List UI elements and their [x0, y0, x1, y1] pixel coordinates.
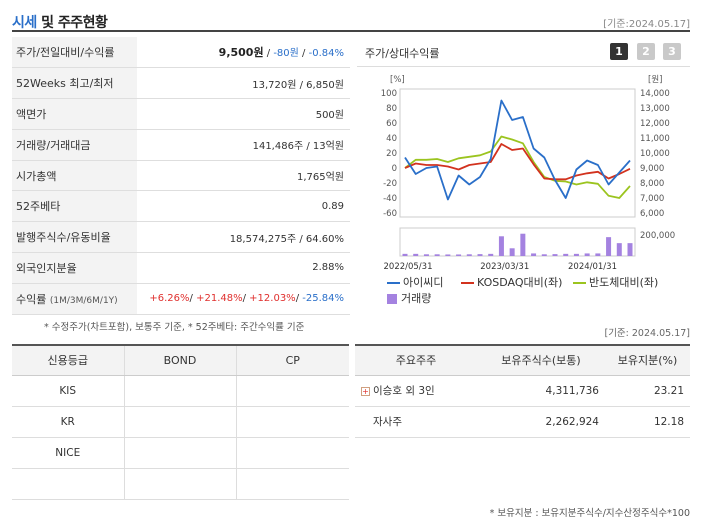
- table-row: + 이승호 외 3인 4,311,736 23.21: [355, 375, 690, 407]
- table-row: KIS: [12, 375, 349, 407]
- legend-line-icon: [387, 282, 400, 284]
- summary-key: 주가/전일대비/수익률: [12, 37, 137, 68]
- table-row: KR: [12, 406, 349, 438]
- chart-title: 주가/상대수익률: [365, 47, 440, 60]
- section-header: 시세 및 주주현황 [기준:2024.05.17]: [12, 10, 690, 32]
- legend-line-icon: [573, 282, 586, 284]
- credit-col-cp: CP: [236, 344, 349, 376]
- summary-row-foreign: 외국인지분율 2.88%: [12, 252, 350, 284]
- summary-row-returns: 수익률 (1M/3M/6M/1Y) +6.26%/ +21.48%/ +12.0…: [12, 283, 350, 315]
- table-row: 자사주 2,262,924 12.18: [355, 406, 690, 438]
- table-row: [12, 468, 349, 500]
- chart-header: 주가/상대수익률 1 2 3: [357, 37, 690, 67]
- holder-col-name: 주요주주: [355, 344, 477, 376]
- summary-footnote: * 수정주가(차트포함), 보통주 기준, * 52주베타: 주간수익률 기준: [44, 322, 305, 333]
- holders-footnote: * 보유지분 : 보유지분주식수/지수산정주식수*100: [489, 508, 690, 519]
- summary-row-52w: 52Weeks 최고/최저 13,720원 / 6,850원: [12, 67, 350, 99]
- summary-row-marketcap: 시가총액 1,765억원: [12, 160, 350, 191]
- legend-item-volume: 거래량: [387, 290, 431, 306]
- credit-col-rating: 신용등급: [12, 344, 125, 376]
- chart-page-3-button[interactable]: 3: [663, 43, 681, 60]
- legend-item-kosdaq: KOSDAQ대비(좌): [461, 274, 562, 290]
- legend-item-icd: 아이씨디: [387, 274, 443, 290]
- price-summary-table: 주가/전일대비/수익률 9,500원 / -80원 / -0.84% 52Wee…: [12, 37, 350, 315]
- credit-rating-table: 신용등급 BOND CP KIS KR NICE: [12, 344, 349, 500]
- legend-item-semi: 반도체대비(좌): [573, 274, 658, 290]
- holder-name-link[interactable]: + 이승호 외 3인: [355, 375, 477, 407]
- chart-panel: 주가/상대수익률 1 2 3: [357, 37, 690, 311]
- price-change: -80원: [273, 48, 299, 60]
- summary-row-shares: 발행주식수/유동비율 18,574,275주 / 64.60%: [12, 221, 350, 253]
- return-1y: -25.84%: [302, 293, 344, 305]
- holder-col-shares: 보유주식수(보통): [477, 344, 605, 376]
- holder-col-pct: 보유지분(%): [605, 344, 690, 376]
- summary-row-price: 주가/전일대비/수익률 9,500원 / -80원 / -0.84%: [12, 37, 350, 68]
- credit-col-bond: BOND: [124, 344, 237, 376]
- expand-plus-icon[interactable]: +: [361, 386, 370, 396]
- return-1m: +6.26%: [149, 293, 190, 305]
- legend-line-icon: [461, 282, 474, 284]
- credit-base-date: [기준: 2024.05.17]: [604, 328, 690, 339]
- current-price: 9,500원: [218, 46, 264, 60]
- base-date: [기준:2024.05.17]: [603, 19, 690, 30]
- summary-row-beta: 52주베타 0.89: [12, 190, 350, 222]
- summary-row-volume: 거래량/거래대금 141,486주 / 13억원: [12, 129, 350, 161]
- summary-row-par: 액면가 500원: [12, 98, 350, 130]
- summary-value: 9,500원 / -80원 / -0.84%: [218, 46, 344, 60]
- chart-page-1-button[interactable]: 1: [610, 43, 628, 60]
- return-3m: +21.48%: [196, 293, 243, 305]
- table-row: NICE: [12, 437, 349, 469]
- return-6m: +12.03%: [249, 293, 296, 305]
- price-change-rate: -0.84%: [308, 48, 344, 60]
- section-title: 시세 및 주주현황: [12, 15, 108, 31]
- legend-square-icon: [387, 294, 397, 304]
- chart-page-2-button[interactable]: 2: [637, 43, 655, 60]
- major-shareholders-table: 주요주주 보유주식수(보통) 보유지분(%) + 이승호 외 3인 4,311,7…: [355, 344, 690, 438]
